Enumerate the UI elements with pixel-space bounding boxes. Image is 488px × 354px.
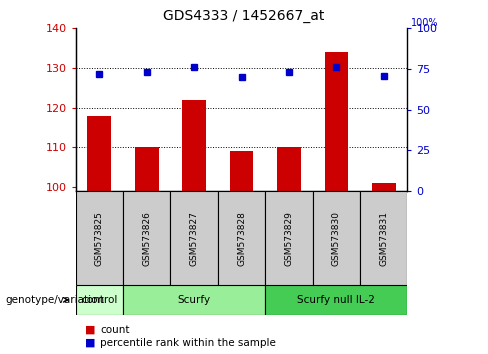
Text: 100%: 100% (411, 18, 438, 28)
Text: GSM573825: GSM573825 (95, 211, 104, 266)
Bar (313, 191, 360, 285)
Text: GSM573831: GSM573831 (379, 211, 388, 266)
Text: ■: ■ (85, 338, 96, 348)
Text: ■: ■ (85, 325, 96, 335)
Text: control: control (81, 295, 118, 305)
Bar (170, 191, 218, 285)
Bar (135, 148, 159, 191)
Text: genotype/variation: genotype/variation (5, 295, 104, 305)
Text: Scurfy: Scurfy (178, 295, 211, 305)
Bar (87, 116, 111, 191)
Bar (123, 191, 170, 285)
Text: GSM573830: GSM573830 (332, 211, 341, 266)
Bar (265, 191, 313, 285)
Bar (76, 191, 123, 285)
Bar (218, 191, 265, 285)
Bar (123, 285, 265, 315)
Text: percentile rank within the sample: percentile rank within the sample (100, 338, 276, 348)
Text: GSM573829: GSM573829 (285, 211, 293, 266)
Text: GDS4333 / 1452667_at: GDS4333 / 1452667_at (163, 9, 325, 23)
Text: GSM573827: GSM573827 (190, 211, 199, 266)
Bar (265, 285, 407, 315)
Bar (230, 152, 253, 191)
Bar (360, 191, 407, 285)
Text: GSM573826: GSM573826 (142, 211, 151, 266)
Text: Scurfy null IL-2: Scurfy null IL-2 (297, 295, 375, 305)
Text: GSM573828: GSM573828 (237, 211, 246, 266)
Bar (183, 100, 206, 191)
Bar (76, 285, 123, 315)
Bar (372, 183, 396, 191)
Bar (277, 148, 301, 191)
Text: count: count (100, 325, 129, 335)
Bar (325, 52, 348, 191)
